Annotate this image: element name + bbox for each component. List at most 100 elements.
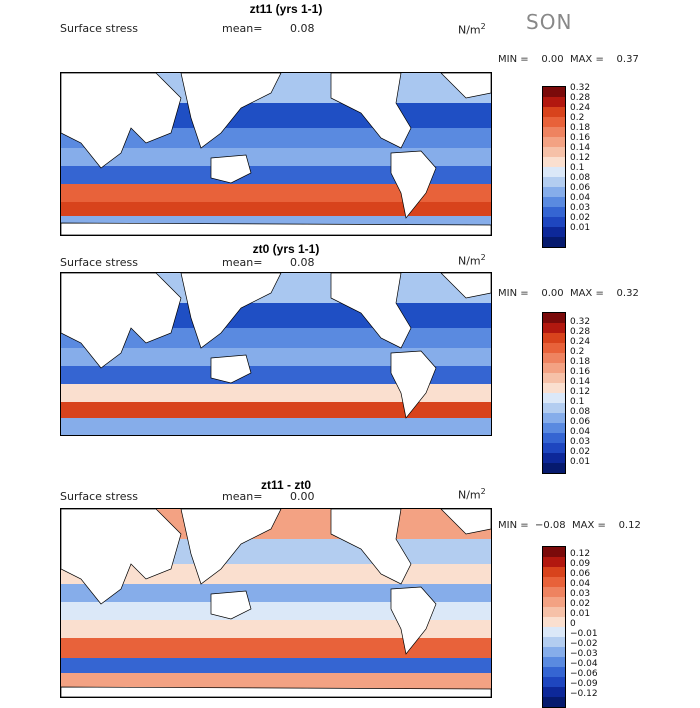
legend-swatch [543, 107, 565, 117]
mean-label: mean= [222, 256, 263, 269]
legend-swatch [543, 627, 565, 637]
legend-swatch [543, 137, 565, 147]
map-svg [61, 273, 491, 435]
min-max-readout: MIN = −0.08 MAX = 0.12 [498, 520, 641, 531]
unit-label: N/m2 [458, 22, 486, 37]
legend-tick-label: 0.03 [570, 437, 591, 447]
mean-value: 0.08 [290, 256, 315, 269]
legend-tick-label: 0.14 [570, 377, 591, 387]
legend-swatch [543, 617, 565, 627]
legend-swatch [543, 97, 565, 107]
legend-tick-label: 0.06 [570, 417, 591, 427]
legend-swatch [543, 597, 565, 607]
legend-swatch [543, 667, 565, 677]
legend-labels: 0.32 0.28 0.24 0.2 0.18 0.16 0.14 0.12 0.1 0.08 0.… [570, 317, 590, 467]
legend-swatch [543, 647, 565, 657]
legend-swatch [543, 353, 565, 363]
legend-swatch [543, 557, 565, 567]
legend-tick-label: 0.32 [570, 83, 591, 93]
legend-swatch [543, 157, 565, 167]
legend-swatch [543, 87, 565, 97]
legend-swatch [543, 393, 565, 403]
legend-tick-label: 0.12 [570, 153, 591, 163]
legend-swatch [543, 547, 565, 557]
legend-swatch [543, 117, 565, 127]
mean-value: 0.08 [290, 22, 315, 35]
legend-labels: 0.32 0.28 0.24 0.2 0.18 0.16 0.14 0.12 0.1 0.08 0.… [570, 83, 590, 233]
legend-tick-label: 0.06 [570, 569, 591, 579]
legend-swatch [543, 363, 565, 373]
map-svg [61, 73, 491, 235]
legend-tick-label: 0.24 [570, 103, 591, 113]
legend-tick-label: −0.04 [570, 659, 598, 669]
legend-tick-label: 0.02 [570, 213, 591, 223]
min-max-readout: MIN = 0.00 MAX = 0.32 [498, 288, 639, 299]
legend-swatch [543, 413, 565, 423]
legend-swatch [543, 237, 565, 247]
panel-title: zt0 (yrs 1-1) [252, 242, 320, 256]
legend-swatch [543, 423, 565, 433]
legend-tick-label: 0.1 [570, 163, 585, 173]
legend-tick-label: 0.28 [570, 93, 591, 103]
legend-tick-label: 0.16 [570, 133, 591, 143]
legend-tick-label: 0.08 [570, 173, 591, 183]
legend-swatch [543, 433, 565, 443]
legend-tick-label: 0.09 [570, 559, 591, 569]
legend-tick-label: 0.1 [570, 397, 585, 407]
legend-tick-label: −0.06 [570, 669, 598, 679]
legend-swatch [543, 403, 565, 413]
mean-label: mean= [222, 22, 263, 35]
legend-tick-label: 0.16 [570, 367, 591, 377]
legend-swatch [543, 177, 565, 187]
legend-tick-label: 0.04 [570, 193, 591, 203]
legend-swatch [543, 453, 565, 463]
legend-tick-label: 0.01 [570, 457, 591, 467]
legend-tick-label: 0.28 [570, 327, 591, 337]
legend-swatch [543, 687, 565, 697]
legend-swatch [543, 323, 565, 333]
legend-tick-label: 0.06 [570, 183, 591, 193]
legend-tick-label: 0.03 [570, 203, 591, 213]
legend-tick-label: 0.01 [570, 609, 591, 619]
legend-swatch [543, 637, 565, 647]
legend-tick-label: −0.12 [570, 689, 598, 699]
legend-swatch [543, 657, 565, 667]
legend-swatch [543, 333, 565, 343]
legend-tick-label: 0.12 [570, 387, 591, 397]
panel-subtitle: Surface stress [60, 22, 138, 35]
legend-swatch [543, 167, 565, 177]
legend-swatch [543, 127, 565, 137]
legend-swatch [543, 577, 565, 587]
legend-tick-label: 0.02 [570, 599, 591, 609]
legend-tick-label: 0.02 [570, 447, 591, 457]
min-max-readout: MIN = 0.00 MAX = 0.37 [498, 54, 639, 65]
legend-swatch [543, 587, 565, 597]
legend-tick-label: 0.01 [570, 223, 591, 233]
legend-tick-label: 0.32 [570, 317, 591, 327]
panel-subtitle: Surface stress [60, 490, 138, 503]
legend-swatch [543, 383, 565, 393]
legend-swatch [543, 227, 565, 237]
legend-tick-label: 0.18 [570, 123, 591, 133]
legend-tick-label: 0.04 [570, 427, 591, 437]
legend-tick-label: −0.03 [570, 649, 598, 659]
color-legend [542, 86, 566, 248]
color-legend [542, 546, 566, 708]
legend-tick-label: 0.14 [570, 143, 591, 153]
legend-tick-label: −0.09 [570, 679, 598, 689]
legend-swatch [543, 607, 565, 617]
color-legend [542, 312, 566, 474]
legend-tick-label: 0.04 [570, 579, 591, 589]
legend-tick-label: −0.01 [570, 629, 598, 639]
legend-tick-label: 0.2 [570, 113, 585, 123]
mean-value: 0.00 [290, 490, 315, 503]
legend-swatch [543, 197, 565, 207]
legend-swatch [543, 373, 565, 383]
legend-swatch [543, 313, 565, 323]
legend-tick-label: 0 [570, 619, 576, 629]
panel-title: zt11 - zt0 [260, 478, 311, 492]
legend-tick-label: 0.18 [570, 357, 591, 367]
legend-swatch [543, 443, 565, 453]
legend-swatch [543, 463, 565, 473]
stress-map [60, 72, 492, 236]
